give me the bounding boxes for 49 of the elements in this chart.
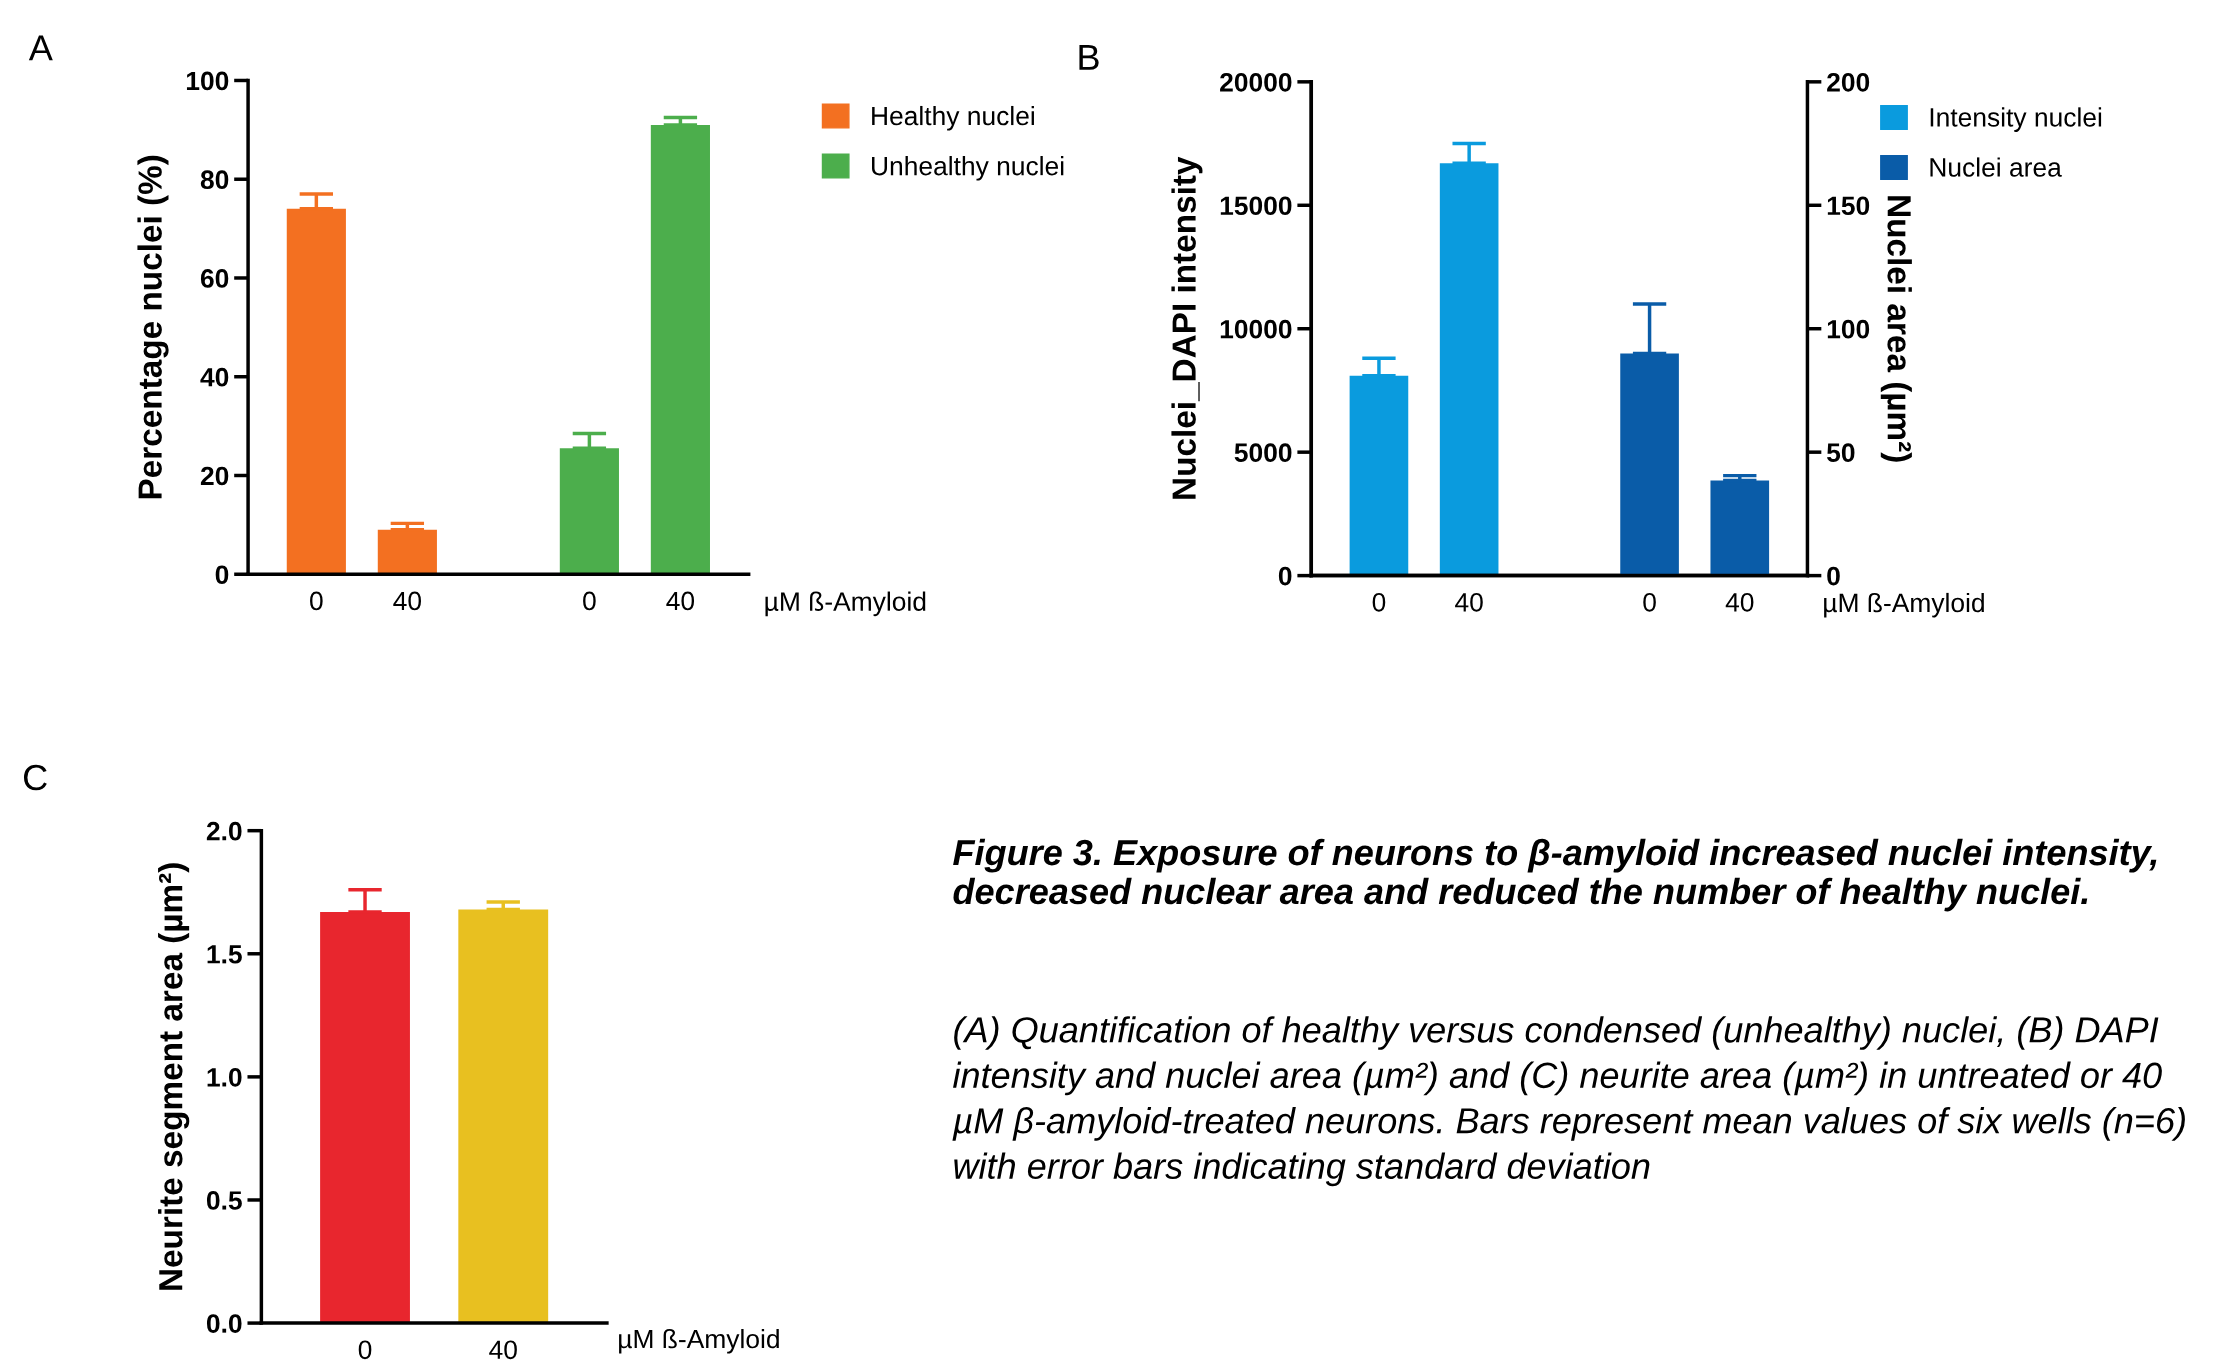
y-tick-label: 1.5 — [207, 945, 242, 964]
text: B — [1079, 44, 1099, 70]
x-tick-label: 0 — [1643, 592, 1656, 612]
text: (A) Quantification of healthy versus condensed (unhealthy) nuclei, (B) DAPI intensity and nuclei area (µm²) and (C) neurite area (µm²) in untreated or 40 µM β-amyloid-treated neurons. Bars represent mean values of six wells (n=6) with error bars indicating standard deviation — [952, 1016, 2185, 1187]
y2-tick-label: 100 — [1827, 319, 1870, 339]
y2-tick-label: 150 — [1827, 196, 1870, 216]
y-tick-label: 0 — [1278, 566, 1292, 586]
y-tick-label: 0.5 — [206, 1191, 242, 1210]
x-tick-label: 0 — [1372, 592, 1386, 612]
legend-label: Healthy nuclei — [872, 105, 1034, 131]
y-tick-label: 20000 — [1220, 72, 1292, 92]
y-tick-label: 5000 — [1234, 443, 1292, 462]
bar — [286, 208, 346, 575]
y2-tick-label: 50 — [1827, 443, 1855, 462]
y-tick-label: 80 — [200, 170, 229, 190]
y-tick-label: 15000 — [1220, 196, 1292, 216]
y2-axis-title: Nuclei area (µm²) — [1880, 196, 1912, 462]
x-tick-label: 0 — [310, 591, 323, 611]
y-tick-label: 0 — [215, 565, 229, 585]
legend-label: Nuclei area — [1930, 157, 2062, 177]
y-axis-title: Percentage nuclei (%) — [137, 155, 169, 499]
x-tick-label: 40 — [1455, 592, 1483, 612]
x-axis-title: µM ß-Amyloid — [1824, 592, 1984, 618]
y2-tick-label: 200 — [1827, 72, 1870, 92]
text: A — [28, 35, 53, 61]
bar — [377, 529, 437, 575]
y-tick-label: 100 — [186, 71, 229, 91]
legend-label: Intensity nuclei — [1930, 107, 2102, 132]
bar — [559, 448, 619, 575]
y-tick-label: 60 — [200, 269, 229, 288]
legend-label: Unhealthy nuclei — [872, 156, 1064, 181]
y2-tick-label: 0 — [1827, 566, 1840, 586]
y-tick-label: 0.0 — [206, 1314, 242, 1333]
y-tick-label: 2.0 — [206, 821, 242, 841]
x-tick-label: 0 — [583, 591, 596, 611]
y-tick-label: 40 — [200, 367, 229, 387]
y-tick-label: 10000 — [1220, 319, 1292, 339]
y-tick-label: 20 — [200, 466, 229, 486]
bar — [650, 124, 710, 575]
x-axis-title: µM ß-Amyloid — [619, 1328, 779, 1354]
x-tick-label: 40 — [666, 591, 695, 611]
y-axis-title: Nuclei_DAPI intensity — [1171, 156, 1203, 499]
y-axis-title: Neurite segment area (µm²) — [158, 863, 190, 1290]
text: C — [23, 764, 47, 791]
x-axis-title: µM ß-Amyloid — [765, 591, 926, 617]
x-tick-label: 40 — [393, 591, 421, 611]
caption: Figure 3. Exposure of neurons to β-amyloid increased nuclei intensity, decreased nuclear area and reduced the number of healthy nuclei. — [953, 838, 2157, 912]
y-tick-label: 1.0 — [207, 1068, 242, 1087]
x-tick-label: 40 — [1725, 592, 1754, 612]
